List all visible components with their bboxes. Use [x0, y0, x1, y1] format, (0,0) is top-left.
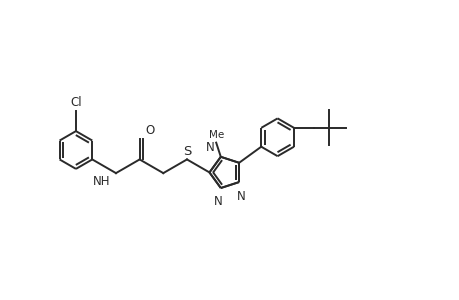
- Text: Cl: Cl: [70, 96, 82, 109]
- Text: NH: NH: [93, 175, 110, 188]
- Text: Me: Me: [208, 130, 224, 140]
- Text: O: O: [146, 124, 155, 137]
- Text: N: N: [206, 141, 214, 154]
- Text: N: N: [237, 190, 246, 202]
- Text: N: N: [213, 196, 222, 208]
- Text: S: S: [183, 145, 191, 158]
